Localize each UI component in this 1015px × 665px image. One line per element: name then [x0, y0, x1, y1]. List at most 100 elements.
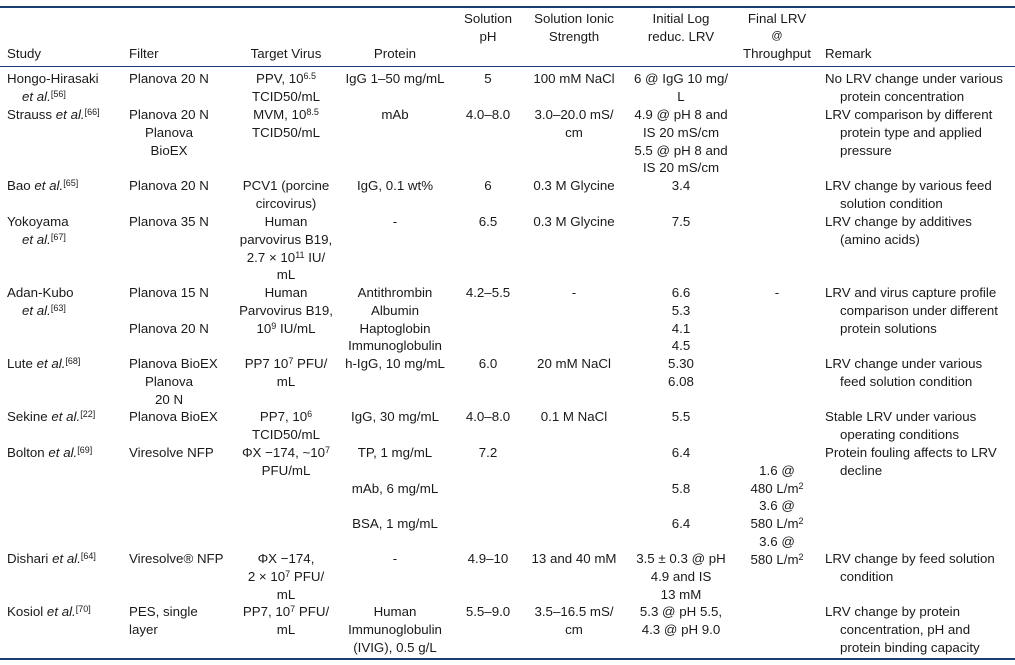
header-ionic-strength-1: Solution Ionic [534, 11, 614, 26]
et-al: et al. [51, 409, 81, 424]
remark-cell-line: LRV change by protein [825, 604, 961, 619]
header-protein: Protein [373, 46, 417, 61]
study-name: Lute et al.[68] [7, 356, 81, 371]
reference-link[interactable]: [70] [75, 604, 91, 614]
virus-cell-line: PP7, 107 PFU/ [242, 604, 330, 619]
et-al: et al. [22, 302, 51, 318]
study-name: Sekine et al.[22] [7, 409, 96, 424]
remark-cell-line: LRV change by various feed [825, 178, 992, 193]
superscript: 2 [798, 551, 804, 562]
protein-cell-line: mAb [381, 107, 409, 122]
virus-cell-line: Human [264, 285, 308, 300]
reference-link[interactable]: [66] [84, 107, 100, 117]
initial-cell-line: L [677, 88, 685, 104]
initial-cell-line: 4.5 [671, 338, 691, 354]
protein-cell-line: Haptoglobin [359, 320, 431, 336]
remark-cell-line: pressure [840, 142, 892, 158]
initial-cell-line: IS 20 mS/cm [642, 160, 720, 176]
study-name: Yokoyama [7, 214, 69, 229]
ph-cell-line: 4.0–8.0 [465, 409, 511, 424]
remark-cell-line: protein type and applied [840, 124, 982, 140]
remark-cell-line: LRV change under various [825, 356, 983, 371]
virus-cell-line: mL [276, 586, 296, 602]
remark-cell-line: solution condition [840, 195, 943, 211]
et-al: et al. [46, 604, 76, 619]
protein-cell-line: BSA, 1 mg/mL [352, 516, 438, 532]
filter-cell-line: PES, single [129, 604, 198, 619]
protein-cell-line: mAb, 6 mg/mL [351, 480, 439, 496]
protein-cell-line: Immunoglobulin [348, 621, 442, 637]
superscript: 7 [285, 568, 291, 579]
remark-cell-line: LRV and virus capture profile [825, 285, 997, 300]
header-study: Study [7, 46, 42, 61]
reference-link[interactable]: [65] [63, 178, 79, 188]
filter-cell-line: Planova BioEX [129, 356, 218, 371]
filter-cell-line: Planova 20 N [129, 71, 209, 86]
superscript: 7 [325, 445, 331, 455]
initial-cell-line: 4.1 [671, 320, 691, 336]
filter-cell-line: Planova 20 N [129, 178, 209, 193]
study-name: Bolton et al.[69] [7, 445, 93, 460]
superscript: 2 [798, 480, 804, 491]
initial-cell-line: 5.30 [668, 356, 694, 371]
filter-cell-line: Planova 35 N [129, 214, 209, 229]
virus-cell-line: MVM, 108.5 [253, 107, 319, 122]
ph-cell-line: 6.5 [478, 214, 498, 229]
reference-link[interactable]: [67] [50, 231, 66, 242]
initial-cell-line: 5.5 [671, 409, 691, 424]
remark-cell-line: protein binding capacity [840, 639, 980, 655]
filter-cell-line: Viresolve® NFP [129, 551, 224, 566]
reference-link[interactable]: [69] [77, 445, 93, 455]
initial-cell-line: 3.4 [671, 178, 691, 193]
remark-cell-line: decline [840, 462, 883, 478]
virus-cell-line: mL [276, 267, 296, 283]
virus-cell-line: mL [276, 373, 296, 389]
ph-cell-line: 7.2 [478, 445, 498, 460]
remark-cell-line: LRV change by feed solution [825, 551, 995, 566]
header-target-virus: Target Virus [250, 46, 322, 61]
ionic-cell-line: 13 and 40 mM [531, 551, 617, 566]
superscript: 7 [288, 356, 294, 366]
reference-link[interactable]: [22] [80, 409, 96, 419]
header-final-lrv-2: @ [771, 30, 783, 42]
reference-link[interactable]: [64] [80, 551, 96, 561]
protein-cell-line: (IVIG), 0.5 g/L [353, 639, 437, 655]
initial-cell-line: 5.8 [671, 480, 691, 496]
ionic-cell-line: 3.0–20.0 mS/ [534, 107, 614, 122]
ionic-cell-line: - [571, 285, 577, 300]
protein-cell-line: TP, 1 mg/mL [357, 445, 433, 460]
virus-cell-line: 2.7 × 1011 IU/ [246, 249, 326, 265]
et-al: et al. [48, 445, 78, 460]
ph-cell-line: 4.0–8.0 [465, 107, 511, 122]
reference-link[interactable]: [56] [50, 88, 66, 99]
initial-cell-line: 5.3 [671, 302, 691, 318]
final-cell-line: - [774, 285, 780, 300]
header-initial-lrv-1: Initial Log [652, 11, 710, 26]
ionic-cell-line: 0.1 M NaCl [540, 409, 608, 424]
final-cell-line: 580 L/m2 [750, 516, 804, 532]
initial-cell-line: 6.6 [671, 285, 691, 300]
reference-link[interactable]: [68] [65, 356, 81, 366]
protein-cell-line: IgG, 30 mg/mL [351, 409, 439, 424]
initial-cell-line: 3.5 ± 0.3 @ pH [636, 551, 726, 566]
superscript: 6 [307, 409, 313, 419]
virus-cell-line: PP7 107 PFU/ [244, 356, 328, 371]
remark-cell-line: operating conditions [840, 426, 960, 442]
protein-cell-line: h-IgG, 10 mg/mL [345, 356, 445, 371]
study-name: Kosiol et al.[70] [7, 604, 91, 619]
ionic-cell-line: 0.3 M Glycine [533, 178, 615, 193]
filter-cell-line: Planova [144, 373, 194, 389]
virus-cell-line: mL [276, 621, 296, 637]
study-name: Dishari et al.[64] [7, 551, 96, 566]
superscript: 2 [798, 516, 804, 527]
reference-link[interactable]: [63] [50, 302, 66, 313]
remark-cell-line: protein concentration [840, 88, 965, 104]
et-al: et al. [52, 551, 81, 566]
virus-cell-line: circovirus) [255, 195, 317, 211]
virus-cell-line: TCID50/mL [252, 426, 320, 442]
header-ionic-strength-2: Strength [548, 29, 600, 44]
initial-cell-line: 4.9 and IS [650, 568, 712, 584]
filter-cell-line: Planova BioEX [129, 409, 218, 424]
header-initial-lrv-2: reduc. LRV [647, 29, 715, 44]
filter-cell-line: 20 N [154, 391, 184, 407]
